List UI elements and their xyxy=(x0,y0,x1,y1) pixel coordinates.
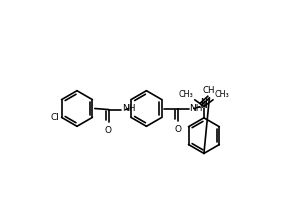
Text: NH: NH xyxy=(122,104,136,113)
Text: CH₃: CH₃ xyxy=(179,90,194,99)
Text: N: N xyxy=(200,101,207,110)
Text: NH: NH xyxy=(190,104,203,113)
Text: N: N xyxy=(201,98,207,107)
Text: Cl: Cl xyxy=(51,113,60,122)
Text: CH: CH xyxy=(202,86,215,95)
Text: O: O xyxy=(175,125,182,134)
Text: CH₃: CH₃ xyxy=(214,90,229,99)
Text: O: O xyxy=(104,126,111,135)
